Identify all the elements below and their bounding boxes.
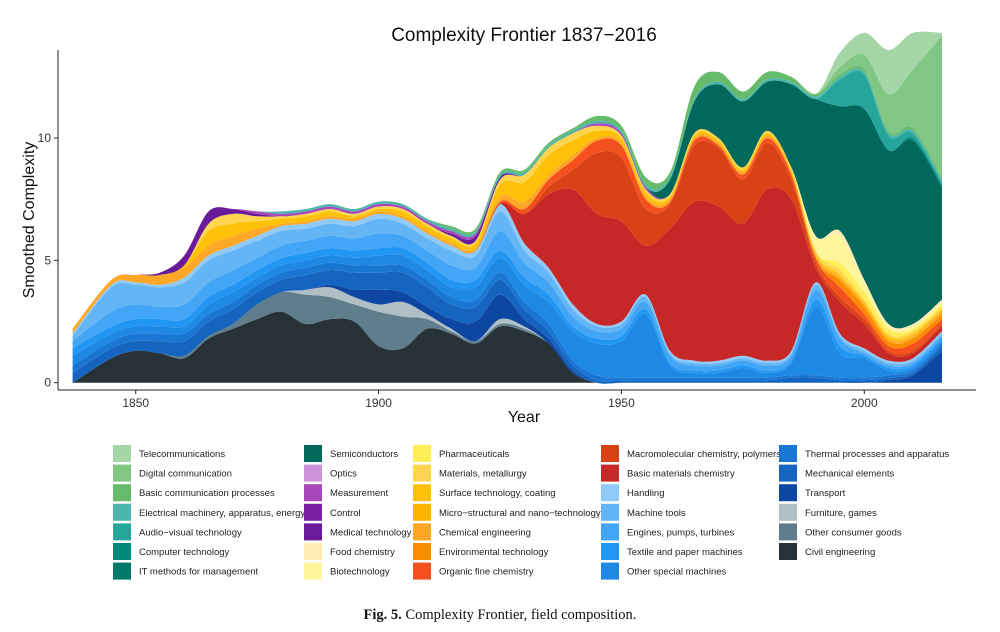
legend-swatch [601, 523, 619, 541]
legend-swatch [601, 484, 619, 502]
x-tick-label: 2000 [851, 396, 878, 410]
area-chemical-engineering [72, 133, 943, 344]
legend-swatch [601, 445, 619, 462]
legend-label: Materials, metallurgy [439, 469, 527, 480]
legend-label: Basic materials chemistry [627, 469, 735, 480]
area-civil-engineering [72, 311, 943, 384]
y-ticks: 0 5 10 [38, 131, 58, 390]
legend-label: Computer technology [139, 547, 230, 558]
legend-swatch [304, 562, 322, 580]
legend-swatch [113, 484, 131, 502]
y-tick-label: 0 [44, 376, 51, 390]
y-tick-label: 5 [44, 253, 51, 267]
legend-swatch [413, 523, 431, 541]
area-mechanical-elements [72, 270, 943, 384]
legend-label: Thermal processes and apparatus [805, 449, 949, 460]
area-audio-visual-technology [72, 70, 943, 329]
legend-label: Audio−visual technology [139, 527, 242, 538]
legend-label: Control [330, 508, 361, 519]
y-axis-label: Smoothed Complexity [21, 142, 38, 299]
legend-label: Optics [330, 469, 357, 480]
legend-swatch [601, 562, 619, 580]
area-transport [72, 284, 943, 384]
legend-label: Macromolecular chemistry, polymers [627, 449, 781, 460]
legend-label: Biotechnology [330, 567, 390, 578]
legend-swatch [413, 484, 431, 502]
legend-swatch [413, 503, 431, 521]
legend-swatch [113, 523, 131, 541]
chart-title: Complexity Frontier 1837−2016 [391, 25, 657, 46]
legend-swatch [779, 464, 797, 482]
legend-label: Measurement [330, 488, 388, 499]
legend-label: Textile and paper machines [627, 547, 743, 558]
area-basic-materials-chemistry [72, 187, 943, 362]
legend-label: Furniture, games [805, 508, 877, 519]
legend-label: Mechanical elements [805, 469, 894, 480]
area-other-consumer-goods [72, 291, 943, 384]
legend-swatch [304, 543, 322, 560]
x-tick-label: 1850 [122, 396, 149, 410]
stacked-areas [72, 31, 943, 384]
legend-label: Civil engineering [805, 547, 875, 558]
legend-swatch [413, 445, 431, 462]
legend-label: Organic fine chemistry [439, 567, 534, 578]
caption-label: Fig. 5. [363, 607, 402, 623]
legend-swatch [304, 523, 322, 541]
legend-label: Chemical engineering [439, 527, 531, 538]
legend-label: Electrical machinery, apparatus, energy [139, 508, 305, 519]
legend-swatch [601, 464, 619, 482]
legend-swatch [413, 464, 431, 482]
area-other-special-machines [72, 254, 943, 379]
y-tick-label: 10 [38, 131, 52, 145]
legend-label: Semiconductors [330, 449, 398, 460]
legend-swatch [779, 523, 797, 541]
legend-label: Food chemistry [330, 547, 395, 558]
caption-text: Complexity Frontier, field composition. [405, 607, 637, 623]
area-semiconductors [72, 80, 943, 329]
legend-swatch [113, 445, 131, 462]
legend-swatch [779, 445, 797, 462]
legend-label: Other consumer goods [805, 527, 902, 538]
legend-swatch [413, 543, 431, 560]
legend-swatch [304, 484, 322, 502]
legend-label: Machine tools [627, 508, 686, 519]
legend-label: Medical technology [330, 527, 412, 538]
axes [57, 50, 976, 391]
area-digital-communication [72, 35, 943, 329]
area-macromolecular-chemistry-polymers [72, 140, 943, 357]
legend-label: Environmental technology [439, 547, 549, 558]
legend-label: Digital communication [139, 469, 232, 480]
x-axis-label: Year [508, 409, 541, 426]
legend-swatch [304, 503, 322, 521]
legend-swatch [113, 503, 131, 521]
legend-label: Pharmaceuticals [439, 449, 509, 460]
legend-label: IT methods for management [139, 567, 259, 578]
legend-swatch [113, 464, 131, 482]
legend-swatch [779, 484, 797, 502]
legend-swatch [601, 503, 619, 521]
legend-label: Handling [627, 488, 665, 499]
legend-label: Transport [805, 488, 846, 499]
x-tick-label: 1900 [365, 396, 392, 410]
figure-caption: Fig. 5. Complexity Frontier, field compo… [0, 607, 1000, 624]
legend: Telecommunications Digital communication B… [113, 445, 949, 580]
legend-swatch [779, 543, 797, 560]
legend-label: Telecommunications [139, 449, 225, 460]
legend-label: Basic communication processes [139, 488, 275, 499]
legend-swatch [113, 562, 131, 580]
legend-label: Engines, pumps, turbines [627, 527, 734, 538]
x-tick-label: 1950 [608, 396, 635, 410]
legend-label: Micro−structural and nano−technology [439, 508, 601, 519]
legend-swatch [779, 503, 797, 521]
legend-swatch [304, 445, 322, 462]
legend-swatch [601, 543, 619, 560]
x-ticks: 1850 1900 1950 2000 [122, 390, 878, 410]
legend-swatch [113, 543, 131, 560]
legend-swatch [413, 562, 431, 580]
legend-label: Other special machines [627, 567, 727, 578]
legend-label: Surface technology, coating [439, 488, 556, 499]
legend-swatch [304, 464, 322, 482]
